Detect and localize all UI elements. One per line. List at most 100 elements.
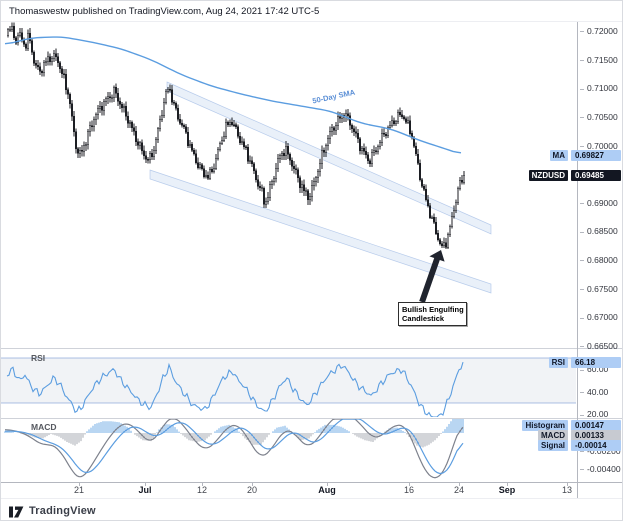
candle-down: [432, 216, 436, 223]
candle-down: [130, 122, 134, 128]
axis-tick-label: 0.67000: [580, 312, 618, 322]
candles-group: [6, 22, 466, 250]
candle-up: [102, 100, 106, 111]
candle-down: [90, 125, 94, 127]
candle-down: [294, 168, 298, 170]
time-tick-mark: [145, 483, 146, 486]
candle-down: [254, 170, 258, 180]
axis-tick-label: 0.67500: [580, 284, 618, 294]
candle-down: [256, 179, 260, 187]
candle-down: [368, 160, 372, 164]
candle-up: [106, 96, 110, 99]
arrow-annotation: [419, 250, 445, 303]
candle-down: [150, 153, 154, 158]
symbol-badge-label: NZDUSD: [528, 170, 568, 181]
candle-up: [376, 146, 380, 152]
candle-down: [438, 239, 442, 244]
candle-down: [68, 94, 72, 105]
candle-down: [116, 93, 120, 102]
candle-up: [320, 149, 324, 164]
candle-up: [276, 158, 280, 169]
rsi-badge: RSI 66.18: [548, 357, 621, 368]
candle-up: [220, 139, 224, 144]
candle-up: [188, 143, 192, 147]
candle-up: [316, 170, 320, 178]
candle-down: [440, 243, 444, 247]
candle-up: [44, 61, 48, 63]
time-tick-label: Jul: [138, 485, 152, 495]
candle-down: [118, 101, 122, 105]
candle-up: [78, 149, 82, 154]
signal-badge: Signal -0.00014: [537, 440, 621, 451]
candle-down: [126, 115, 130, 124]
candle-up: [324, 145, 328, 153]
candle-down: [398, 112, 402, 115]
candle-down: [30, 40, 34, 53]
candle-up: [164, 90, 168, 103]
candle-down: [54, 53, 58, 57]
candle-down: [226, 121, 230, 126]
candle-down: [424, 188, 428, 201]
brand-name: TradingView: [29, 504, 96, 517]
rsi-pane-plot: [6, 361, 464, 417]
axis-tick-label: 0.69000: [580, 198, 618, 208]
axis-tick-label: 0.72000: [580, 26, 618, 36]
candle-down: [142, 150, 146, 156]
time-tick-mark: [409, 483, 410, 486]
candle-down: [296, 169, 300, 178]
candle-down: [416, 153, 420, 164]
time-tick-mark: [252, 483, 253, 486]
candle-up: [224, 121, 228, 138]
ma-badge-value: 0.69827: [571, 150, 621, 161]
candle-up: [198, 164, 202, 168]
candle-up: [378, 142, 382, 147]
candle-up: [110, 96, 114, 99]
candle-down: [114, 87, 118, 94]
rsi-line: [6, 361, 464, 417]
channel-lower-strip: [149, 169, 492, 294]
footer: TradingView: [1, 498, 622, 520]
candle-down: [346, 113, 350, 117]
rsi-pane-title: RSI: [31, 353, 46, 363]
candle-down: [64, 73, 68, 91]
time-tick-label: 13: [561, 485, 573, 495]
macd-line: [4, 419, 464, 479]
symbol-badge: NZDUSD 0.69485: [528, 170, 621, 181]
axis-tick-label: 0.68500: [580, 226, 618, 236]
candle-up: [212, 167, 216, 172]
candle-down: [76, 148, 80, 154]
candle-up: [268, 184, 272, 198]
candle-down: [62, 73, 66, 75]
candle-down: [230, 122, 234, 125]
candle-down: [302, 184, 306, 192]
candle-up: [138, 142, 142, 146]
candle-up: [6, 29, 10, 36]
tradingview-logo-icon: [9, 506, 24, 517]
candle-down: [136, 141, 140, 146]
candle-down: [80, 149, 84, 152]
candle-down: [234, 124, 238, 127]
candle-up: [372, 150, 376, 154]
candle-up: [92, 119, 96, 127]
candle-up: [370, 152, 374, 164]
candle-up: [16, 35, 20, 44]
candle-up: [266, 196, 270, 202]
candle-down: [170, 89, 174, 103]
candle-down: [358, 138, 362, 151]
candle-down: [144, 155, 148, 160]
axis-tick-label: 0.71000: [580, 83, 618, 93]
candle-down: [352, 128, 356, 132]
candle-down: [288, 154, 292, 161]
candle-up: [326, 138, 330, 146]
axis-tick-label: 0.66500: [580, 341, 618, 351]
candle-up: [222, 136, 226, 141]
macd-badge: MACD 0.00133: [538, 430, 621, 441]
candle-up: [446, 234, 450, 248]
axis-tick-label: 0.70000: [580, 141, 618, 151]
candle-down: [202, 168, 206, 178]
candle-up: [104, 98, 108, 102]
candle-up: [26, 33, 30, 49]
macd-histogram-negative: [20, 433, 442, 448]
